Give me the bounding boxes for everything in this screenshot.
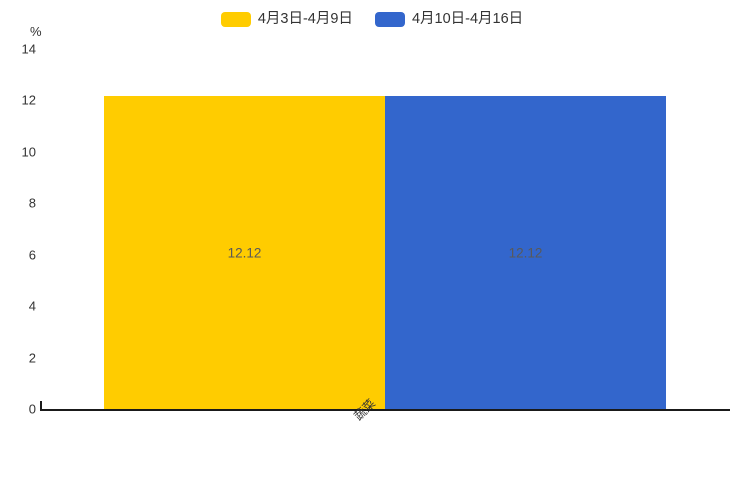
y-tick-label-12: 12 <box>21 92 36 108</box>
y-tick-label-8: 8 <box>28 195 36 211</box>
bar-value-label-series-1: 12.12 <box>227 244 262 260</box>
legend-swatch-yellow-icon <box>220 11 251 27</box>
y-axis-unit-label: % <box>30 24 42 39</box>
legend-item-series-1[interactable]: 4月3日-4月9日 <box>220 10 353 27</box>
legend-swatch-blue-icon <box>374 11 405 27</box>
y-axis-tick-mark <box>40 401 42 410</box>
bar-series-2[interactable]: 12.12 <box>385 96 666 409</box>
legend-item-series-2[interactable]: 4月10日-4月16日 <box>374 10 524 27</box>
x-axis-line <box>40 409 730 411</box>
bar-series-1[interactable]: 12.12 <box>104 96 385 409</box>
y-tick-label-10: 10 <box>21 144 36 160</box>
y-tick-label-2: 2 <box>28 350 36 366</box>
legend-label-series-1: 4月3日-4月9日 <box>257 10 353 27</box>
y-tick-label-14: 14 <box>21 41 36 57</box>
legend-label-series-2: 4月10日-4月16日 <box>411 10 524 27</box>
y-tick-label-0: 0 <box>28 401 36 417</box>
y-tick-label-6: 6 <box>28 247 36 263</box>
bar-value-label-series-2: 12.12 <box>508 244 543 260</box>
chart-legend: 4月3日-4月9日 4月10日-4月16日 <box>0 8 744 30</box>
y-tick-label-4: 4 <box>28 298 36 314</box>
